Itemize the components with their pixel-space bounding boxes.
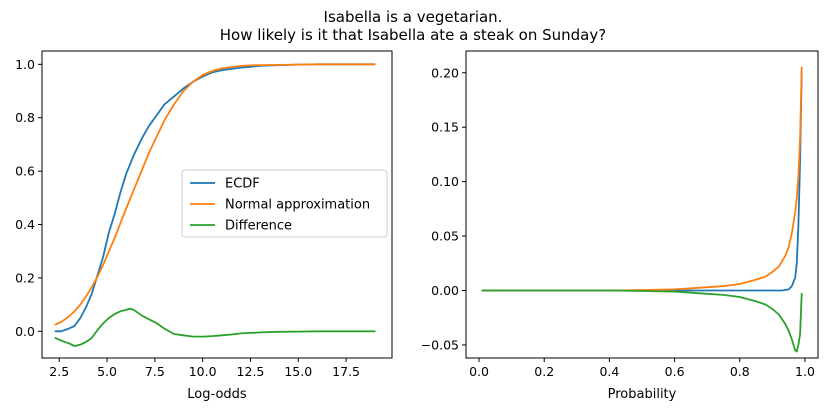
x-tick-label: 12.5 — [237, 364, 265, 379]
series-line-difference — [481, 289, 803, 353]
x-tick-label: 0.4 — [599, 364, 619, 379]
series-line-normal-approximation — [54, 63, 376, 326]
x-tick-label: 2.5 — [49, 364, 69, 379]
x-tick-label: 0.0 — [469, 364, 489, 379]
right-plot-probability: 0.0 0.2 0.4 0.6 0.8 1.0 −0.05 0.00 0.05 0.10 0.15 0… — [421, 50, 819, 402]
y-tick-label: 0.20 — [431, 65, 459, 80]
series-line-normal-approximation — [481, 66, 803, 292]
x-tick-label: 17.5 — [332, 364, 360, 379]
y-tick-label: 0.05 — [431, 229, 459, 244]
series-line-difference — [54, 307, 376, 347]
figure-title-line-2: How likely is it that Isabella ate a ste… — [220, 26, 606, 44]
x-tick-label: 0.2 — [534, 364, 554, 379]
series-line-ecdf — [481, 71, 803, 292]
y-tick-label: 0.0 — [15, 324, 35, 339]
plot-frame — [465, 50, 819, 359]
x-tick-label: 1.0 — [795, 364, 815, 379]
x-tick-label: 7.5 — [145, 364, 165, 379]
x-tick-label: 0.8 — [730, 364, 750, 379]
y-tick-label: −0.05 — [421, 337, 459, 352]
y-tick-label: 0.15 — [431, 120, 459, 135]
y-tick-label: 0.8 — [15, 110, 35, 125]
y-tick-label: 0.4 — [15, 217, 35, 232]
x-tick-label: 10.0 — [189, 364, 217, 379]
x-axis-label: Probability — [608, 387, 677, 402]
plot-frame — [41, 50, 393, 359]
legend-entry: ECDF — [225, 177, 260, 192]
legend-entry: Normal approximation — [225, 198, 370, 213]
y-tick-label: 0.6 — [15, 164, 35, 179]
series-line-ecdf — [54, 63, 376, 333]
x-tick-label: 0.6 — [665, 364, 685, 379]
y-tick-label: 0.2 — [15, 270, 35, 285]
y-tick-label: 0.10 — [431, 174, 459, 189]
x-tick-label: 15.0 — [284, 364, 312, 379]
y-tick-label: 1.0 — [15, 57, 35, 72]
legend-box — [181, 169, 388, 238]
figure-title-line-1: Isabella is a vegetarian. — [324, 8, 503, 26]
y-tick-label: 0.00 — [431, 283, 459, 298]
x-tick-label: 5.0 — [97, 364, 117, 379]
x-axis-label: Log-odds — [187, 387, 247, 402]
left-plot-log-odds: 2.5 5.0 7.5 10.0 12.5 15.0 17.5 0.0 0.2 0.4 0.6 0.8… — [15, 50, 393, 402]
legend-entry: Difference — [225, 219, 292, 234]
